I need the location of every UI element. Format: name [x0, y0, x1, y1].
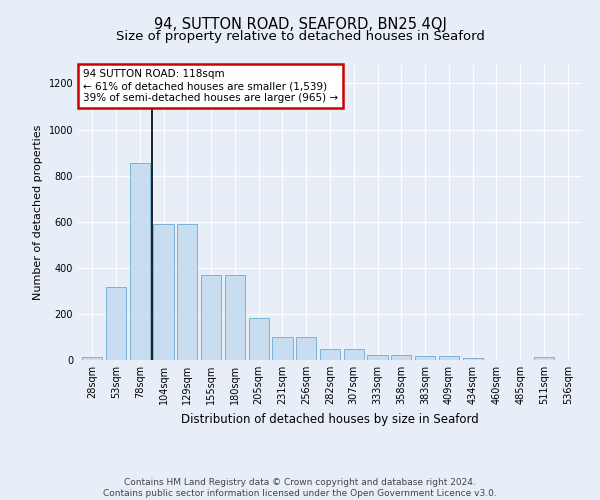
- X-axis label: Distribution of detached houses by size in Seaford: Distribution of detached houses by size …: [181, 412, 479, 426]
- Y-axis label: Number of detached properties: Number of detached properties: [33, 125, 43, 300]
- Bar: [463, 358, 483, 360]
- Bar: [415, 356, 435, 360]
- Bar: [272, 337, 293, 360]
- Bar: [534, 357, 554, 360]
- Bar: [177, 224, 197, 360]
- Bar: [439, 356, 459, 360]
- Text: 94 SUTTON ROAD: 118sqm
← 61% of detached houses are smaller (1,539)
39% of semi-: 94 SUTTON ROAD: 118sqm ← 61% of detached…: [83, 70, 338, 102]
- Bar: [106, 287, 126, 360]
- Text: 94, SUTTON ROAD, SEAFORD, BN25 4QJ: 94, SUTTON ROAD, SEAFORD, BN25 4QJ: [154, 18, 446, 32]
- Bar: [154, 224, 173, 360]
- Bar: [296, 337, 316, 360]
- Bar: [82, 357, 103, 360]
- Bar: [130, 162, 150, 360]
- Bar: [367, 356, 388, 360]
- Bar: [391, 356, 412, 360]
- Text: Contains HM Land Registry data © Crown copyright and database right 2024.
Contai: Contains HM Land Registry data © Crown c…: [103, 478, 497, 498]
- Text: Size of property relative to detached houses in Seaford: Size of property relative to detached ho…: [116, 30, 484, 43]
- Bar: [201, 275, 221, 360]
- Bar: [248, 318, 269, 360]
- Bar: [225, 275, 245, 360]
- Bar: [320, 350, 340, 360]
- Bar: [344, 350, 364, 360]
